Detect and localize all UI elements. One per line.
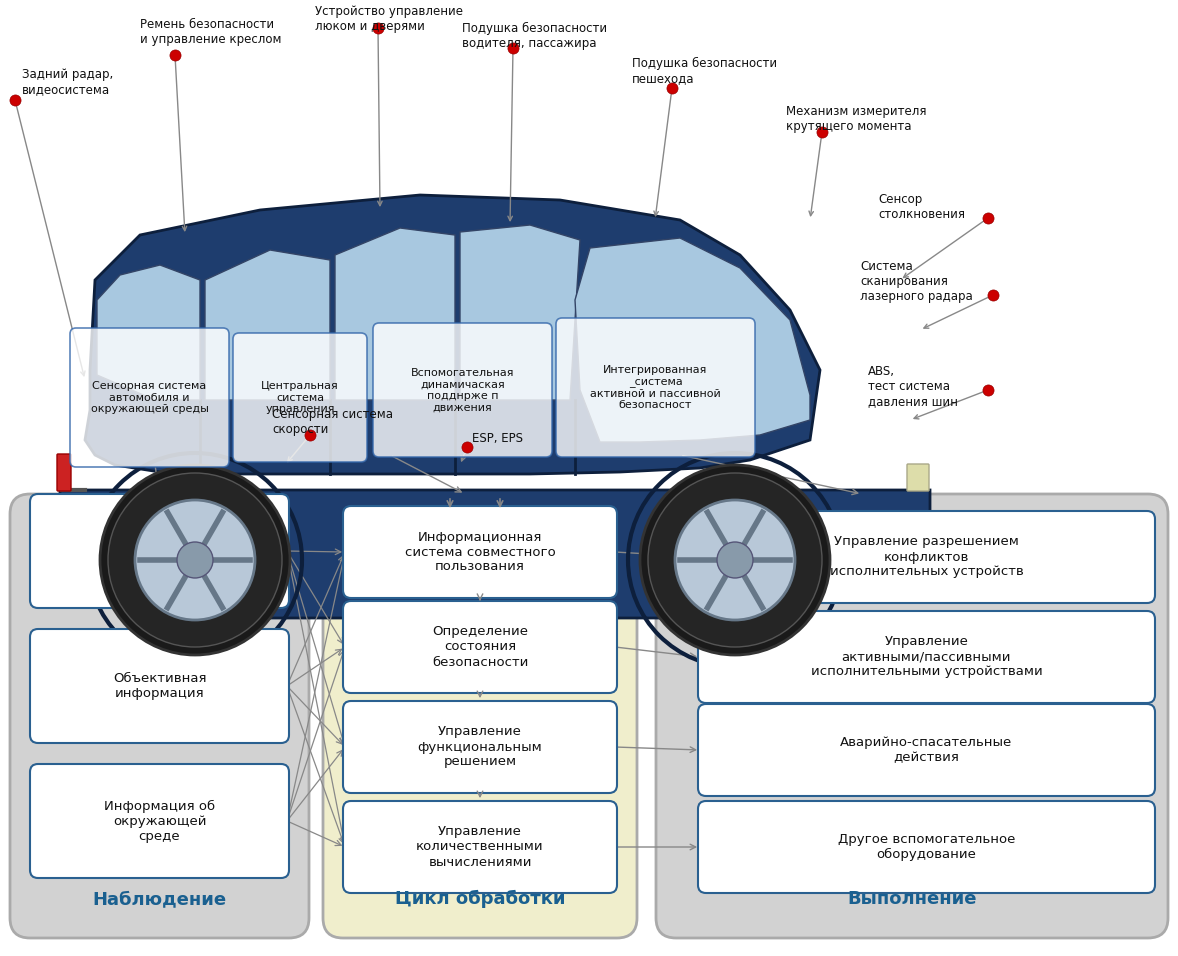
Polygon shape <box>575 238 810 442</box>
Text: Вспомогательная
динамичаская
подднрже п
движения: Вспомогательная динамичаская подднрже п … <box>411 368 515 412</box>
Polygon shape <box>85 195 820 474</box>
FancyBboxPatch shape <box>656 494 1169 938</box>
Polygon shape <box>459 225 580 400</box>
FancyBboxPatch shape <box>699 511 1154 603</box>
Circle shape <box>108 473 282 647</box>
Circle shape <box>135 500 254 620</box>
Text: Механизм измерителя
крутящего момента: Механизм измерителя крутящего момента <box>786 105 927 133</box>
FancyBboxPatch shape <box>29 494 289 608</box>
FancyBboxPatch shape <box>9 494 309 938</box>
Text: Информация об
окружающей
среде: Информация об окружающей среде <box>104 799 216 842</box>
Text: Управление разрешением
конфликтов
исполнительных устройств: Управление разрешением конфликтов исполн… <box>829 535 1024 578</box>
FancyBboxPatch shape <box>343 601 617 693</box>
Circle shape <box>177 542 213 578</box>
FancyBboxPatch shape <box>29 629 289 743</box>
Text: Задний радар,
видеосистема: Задний радар, видеосистема <box>22 68 113 96</box>
Text: ABS,
тест система
давления шин: ABS, тест система давления шин <box>868 365 958 408</box>
Text: Подушка безопасности
водителя, пассажира: Подушка безопасности водителя, пассажира <box>462 22 607 50</box>
FancyBboxPatch shape <box>57 454 71 491</box>
FancyBboxPatch shape <box>373 323 552 457</box>
Text: Центральная
система
управления: Центральная система управления <box>262 380 339 414</box>
FancyBboxPatch shape <box>907 464 929 491</box>
FancyBboxPatch shape <box>233 333 368 462</box>
FancyBboxPatch shape <box>699 611 1154 703</box>
FancyBboxPatch shape <box>343 801 617 893</box>
Text: Ремень безопасности
и управление креслом: Ремень безопасности и управление креслом <box>140 18 282 46</box>
Text: Информационная
система совместного
пользования: Информационная система совместного польз… <box>404 531 555 574</box>
FancyBboxPatch shape <box>343 701 617 793</box>
Text: Сенсорная система
автомобиля и
окружающей среды: Сенсорная система автомобиля и окружающе… <box>91 380 209 414</box>
FancyBboxPatch shape <box>556 318 755 457</box>
FancyBboxPatch shape <box>699 801 1154 893</box>
Text: Управление
активными/пассивными
исполнительными устройствами: Управление активными/пассивными исполнит… <box>810 636 1043 679</box>
FancyBboxPatch shape <box>699 704 1154 796</box>
Polygon shape <box>205 250 330 400</box>
Text: Управление
функциональным
решением: Управление функциональным решением <box>418 726 542 769</box>
Text: Подушка безопасности
пешехода: Подушка безопасности пешехода <box>633 57 777 85</box>
Circle shape <box>648 473 822 647</box>
Text: Другое вспомогательное
оборудование: Другое вспомогательное оборудование <box>838 833 1015 861</box>
FancyBboxPatch shape <box>323 494 637 938</box>
Circle shape <box>640 465 830 655</box>
Text: ESP, EPS: ESP, EPS <box>472 432 523 445</box>
FancyBboxPatch shape <box>343 506 617 598</box>
Text: Сенсорная система
скорости: Сенсорная система скорости <box>272 408 393 436</box>
Text: Система
сканирования
лазерного радара: Система сканирования лазерного радара <box>860 260 973 303</box>
Circle shape <box>717 542 753 578</box>
FancyBboxPatch shape <box>29 764 289 878</box>
Circle shape <box>100 465 290 655</box>
Text: Цикл обработки: Цикл обработки <box>395 890 565 908</box>
Text: Аварийно-спасательные
действия: Аварийно-спасательные действия <box>840 736 1013 764</box>
Polygon shape <box>335 228 455 400</box>
Text: Устройство управление
люком и дверями: Устройство управление люком и дверями <box>315 5 463 33</box>
Text: Сенсор
столкновения: Сенсор столкновения <box>878 193 965 221</box>
Text: Определение
состояния
безопасности: Определение состояния безопасности <box>432 625 528 668</box>
Circle shape <box>675 500 795 620</box>
Text: Управление
количественными
вычислениями: Управление количественными вычислениями <box>416 825 544 868</box>
FancyBboxPatch shape <box>70 328 229 467</box>
Polygon shape <box>60 490 929 618</box>
Text: Выполнение: Выполнение <box>847 890 977 908</box>
Polygon shape <box>97 265 200 400</box>
Text: Наблюдение: Наблюдение <box>92 890 226 908</box>
Text: Интегрированная
_система
активной и пассивной
безопасност: Интегрированная _система активной и пасс… <box>590 364 721 410</box>
Text: Объективная
информация: Объективная информация <box>113 672 206 700</box>
Text: Система
автомобильной
информации: Система автомобильной информации <box>105 530 214 573</box>
